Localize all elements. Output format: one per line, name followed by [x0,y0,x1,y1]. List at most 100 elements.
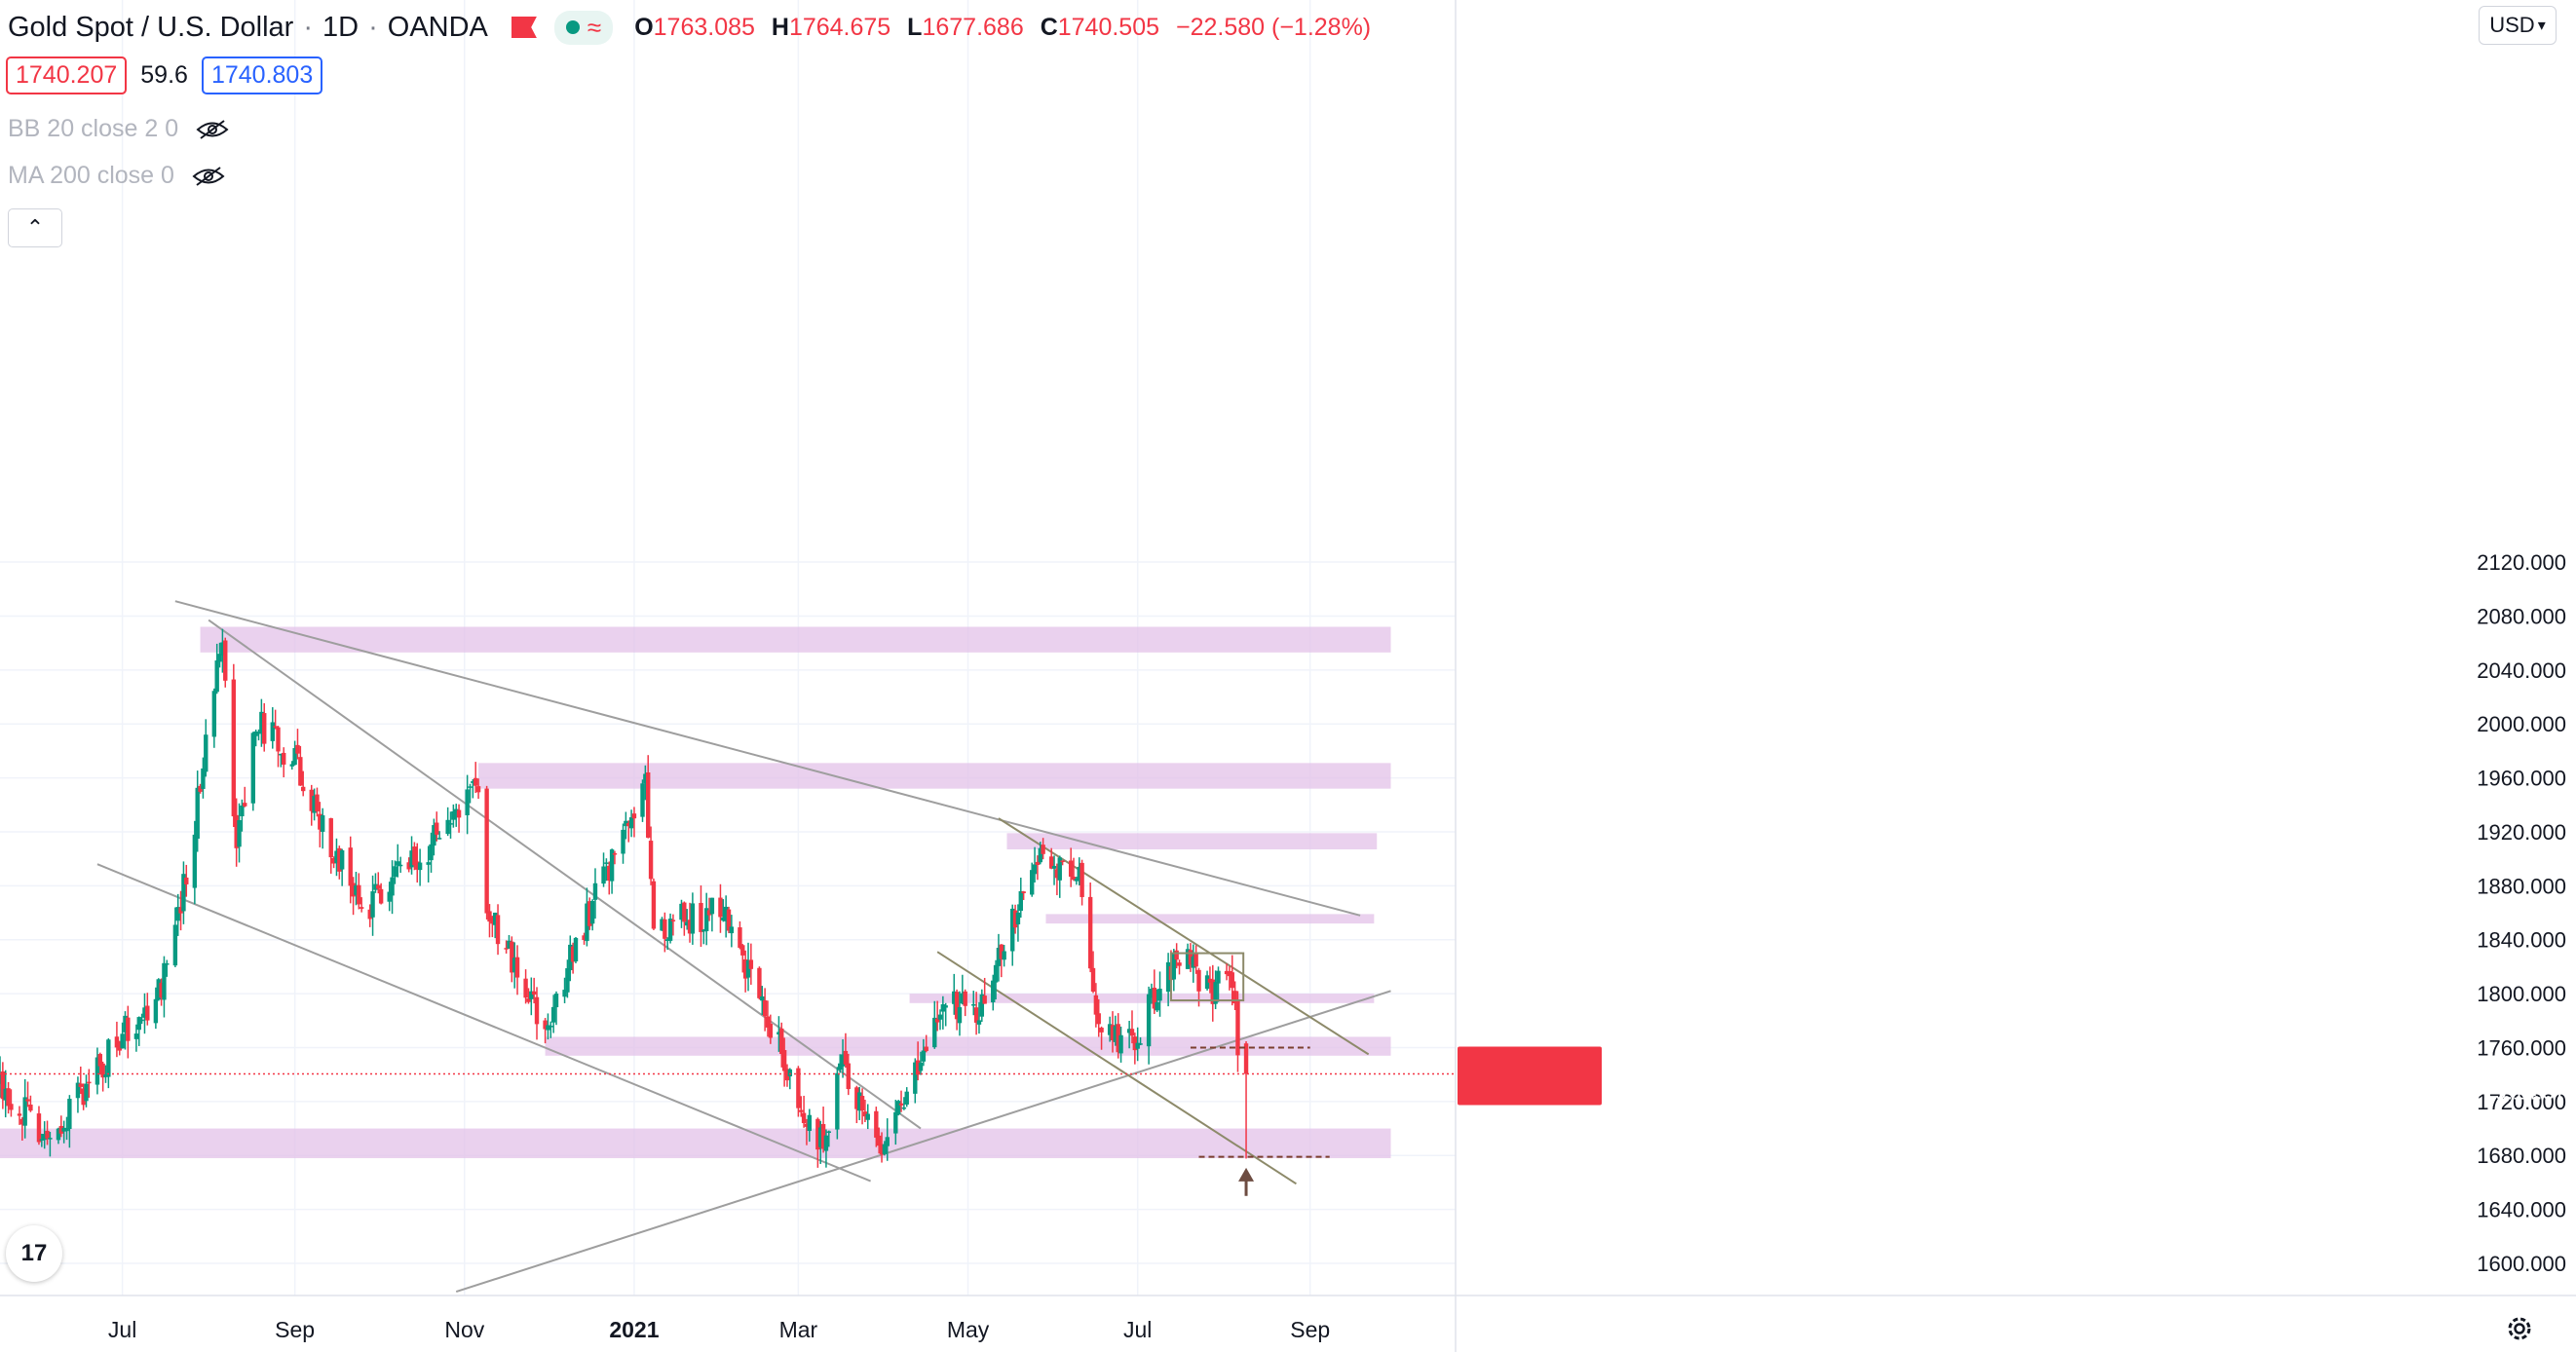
candle-down [282,747,286,777]
symbol-title[interactable]: Gold Spot / U.S. Dollar [8,11,294,43]
candle-up [445,807,450,837]
candle-up [918,1051,924,1075]
candle-down [159,978,164,1006]
candle-down [687,902,693,943]
candle-body [840,1054,846,1067]
candle-up [139,1013,144,1025]
y-tick-label: 1840.000 [2477,928,2566,953]
candle-down [348,836,353,904]
candle-body [276,727,281,752]
candle-body [815,1118,820,1150]
candle-body [643,773,648,784]
candle-down [531,977,537,1004]
candle-body [359,907,364,909]
indicator-ma[interactable]: MA 200 close 0 [8,162,225,190]
collapse-legend-button[interactable]: ⌃ [8,208,62,247]
candle-up [709,897,715,932]
candle-up [856,1086,862,1120]
candle-down [726,906,732,934]
candle-up [334,838,339,877]
candle-body [913,1062,918,1094]
candle-up [1213,970,1218,1010]
candle-up [106,1037,111,1089]
candle-body [762,999,768,1017]
candle-body [1171,953,1177,980]
candle-up [259,698,264,747]
candle-up [451,804,456,828]
candle-body [398,864,403,867]
currency-select[interactable]: USD ▾ [2479,6,2557,45]
candle-down [1224,963,1230,981]
candle-up [387,882,392,912]
candle-body [1135,1042,1140,1049]
candle-body [514,957,520,978]
candle-body [295,744,300,754]
candle-up [660,917,664,931]
candle-body [640,783,645,817]
candle-body [1235,999,1240,1056]
candle-body [940,1004,946,1012]
flag-icon[interactable] [511,17,537,38]
candle-body [721,917,726,921]
candle-body [1021,891,1026,893]
candle-down [412,842,417,871]
bid-price-button[interactable]: 1740.207 [6,56,128,94]
x-tick-label: Mar [779,1317,818,1342]
low-value: 1677.686 [922,13,1024,41]
hidden-eye-icon[interactable] [192,166,225,187]
candle-down [406,857,411,873]
candle-down [510,936,514,983]
candle-up [573,936,579,963]
candle-body [915,1060,921,1075]
candle-body [234,814,239,848]
candle-down [6,1081,11,1114]
candle-body [412,846,417,866]
hidden-eye-icon[interactable] [196,119,229,140]
candle-down [820,1107,826,1153]
candle-body [17,1113,22,1116]
candle-down [184,864,189,897]
candle-up [3,1070,8,1118]
candle-body [223,640,228,681]
candle-up [192,820,198,905]
y-tick-label: 1760.000 [2477,1035,2566,1060]
candle-body [667,919,673,941]
indicator-ma-label: MA 200 close 0 [8,162,174,189]
candle-body [957,1007,963,1024]
candle-body [318,813,322,830]
candle-down [1132,1033,1138,1065]
candle-body [826,1131,831,1133]
candle-up [840,1038,846,1078]
candle-body [471,781,475,783]
gear-icon[interactable] [2502,1311,2537,1346]
candle-down [331,856,336,869]
candle-body [1107,1024,1113,1035]
candle-down [1048,847,1054,870]
candle-body [1152,988,1157,1009]
candle-down [100,1061,105,1092]
candle-body [1146,994,1152,1047]
candle-down [357,873,361,910]
candle-up [723,895,729,938]
candle-body [1051,866,1057,869]
candle-body [963,991,967,1006]
ask-price-button[interactable]: 1740.803 [201,56,323,94]
candle-body [298,757,303,786]
tradingview-logo[interactable]: 17 [6,1225,62,1282]
candle-up [136,1016,141,1046]
candle-up [885,1118,890,1161]
candle-body [740,945,745,956]
candle-down [28,1095,33,1112]
candle-down [862,1099,868,1123]
candle-up [952,973,957,1015]
candle-body [1174,950,1179,960]
candle-down [570,942,576,974]
candle-down [17,1106,22,1125]
candle-up [1107,1016,1113,1042]
candle-up [1074,877,1080,885]
candle-body [885,1137,890,1146]
market-status-pill[interactable]: ≈ [553,10,614,45]
indicator-bb[interactable]: BB 20 close 2 0 [8,115,229,143]
interval-label[interactable]: 1D [322,11,360,43]
